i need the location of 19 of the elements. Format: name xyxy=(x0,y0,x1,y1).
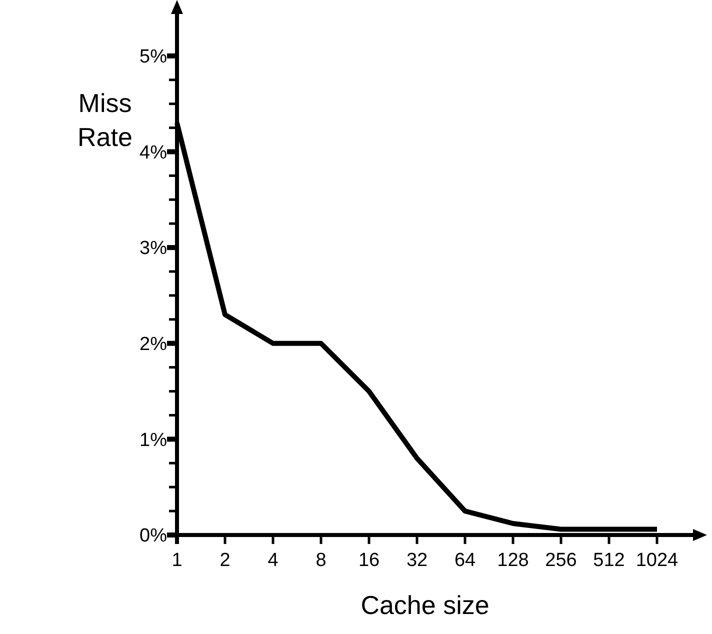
x-axis-title: Cache size xyxy=(360,590,490,620)
x-tick-label: 1024 xyxy=(636,550,679,571)
x-tick-label: 4 xyxy=(268,550,279,571)
y-tick-label: 0% xyxy=(140,526,168,547)
x-tick-label: 8 xyxy=(316,550,326,571)
y-tick-label: 3% xyxy=(140,238,168,260)
x-tick-label: 32 xyxy=(406,550,428,571)
x-tick-label: 256 xyxy=(545,550,577,571)
x-tick-label: 64 xyxy=(454,550,476,571)
x-tick-label: 128 xyxy=(497,550,529,571)
x-tick-label: 16 xyxy=(358,550,380,571)
y-tick-label: 5% xyxy=(140,46,168,68)
x-tick-label: 2 xyxy=(220,550,230,571)
y-tick-label: 2% xyxy=(140,334,168,356)
y-tick-label: 4% xyxy=(140,142,168,164)
y-tick-label: 1% xyxy=(140,430,168,451)
y-axis-title: Miss Rate xyxy=(78,88,132,152)
x-tick-label: 1 xyxy=(172,550,182,571)
x-tick-label: 512 xyxy=(593,550,625,571)
